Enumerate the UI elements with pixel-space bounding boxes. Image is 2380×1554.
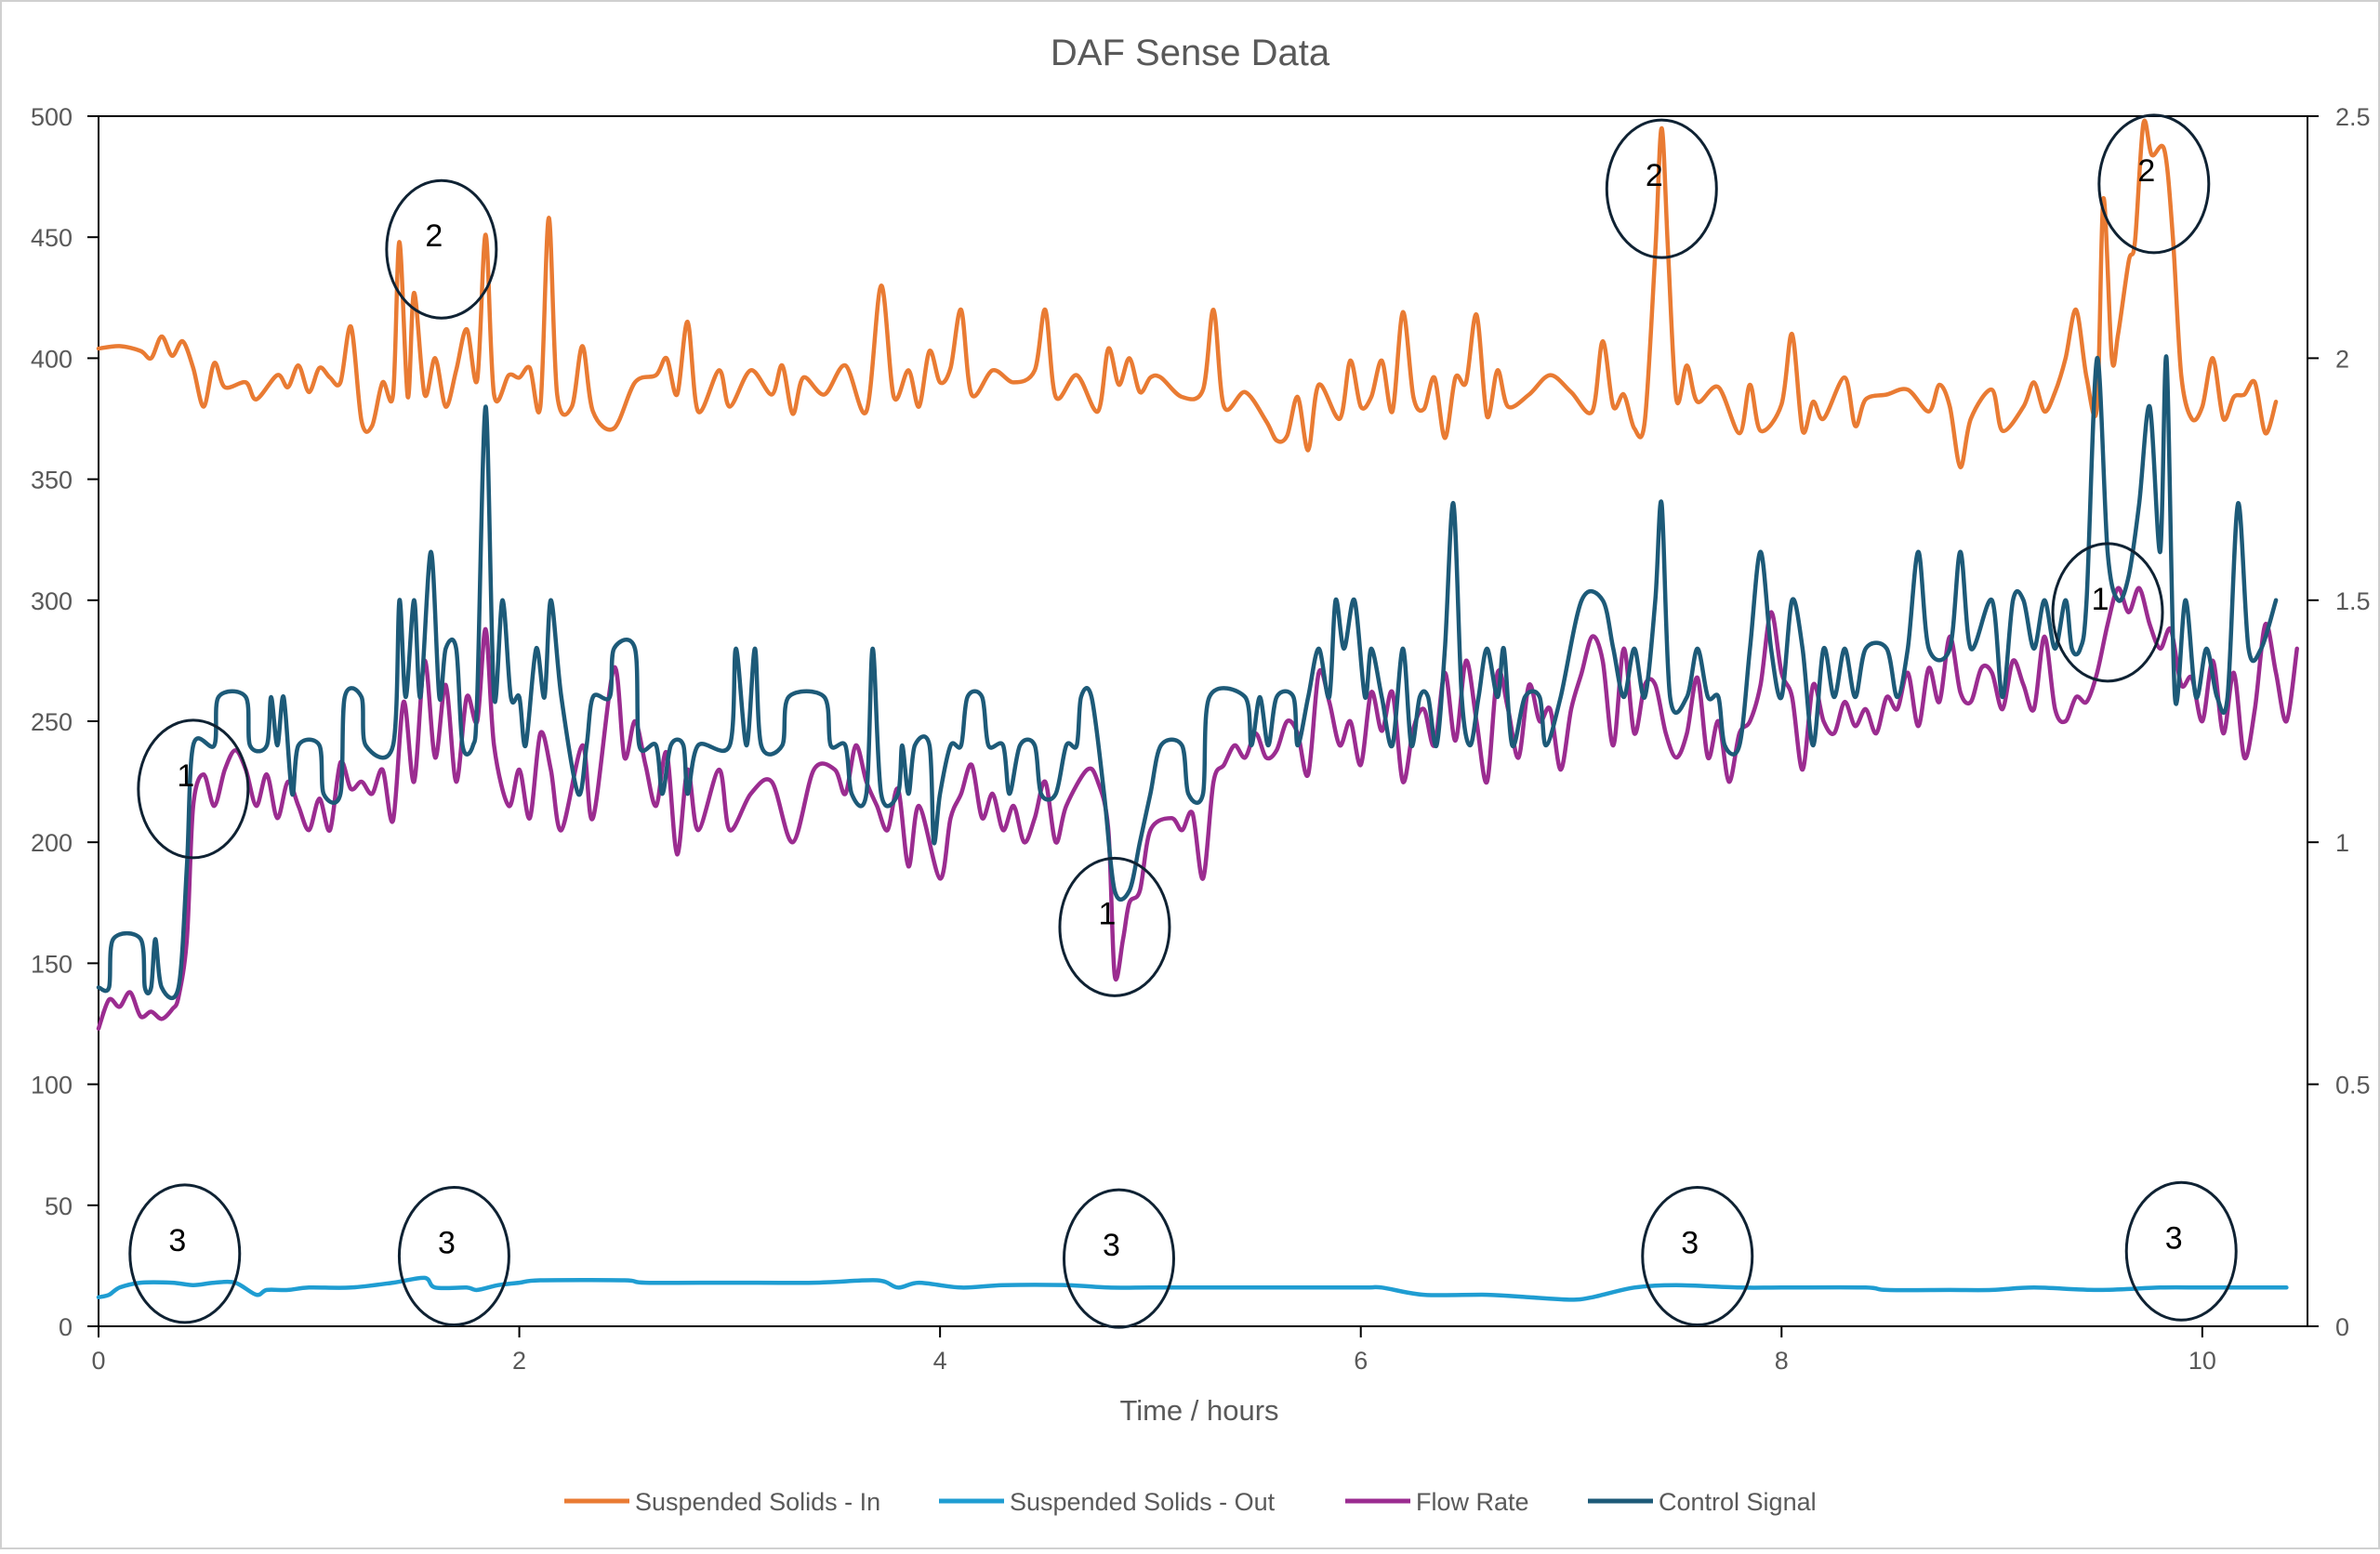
annotation-label: 3 [168,1223,186,1258]
y-tick-label: 450 [31,224,73,252]
annotation-circle [2097,113,2211,255]
x-tick-label: 8 [1775,1347,1789,1375]
y-tick-label: 400 [31,345,73,373]
annotation-label: 1 [177,758,194,794]
x-tick-label: 4 [933,1347,947,1375]
y-tick-label: 250 [31,708,73,736]
series-line-flow-rate [96,586,2299,1031]
annotation-label: 1 [1098,896,1116,931]
annotation-label: 3 [1681,1225,1699,1260]
series-line-control-signal [96,354,2279,1001]
legend-label: Suspended Solids - In [635,1488,880,1516]
y-tick-label: 300 [31,587,73,615]
annotation-circle [2124,1180,2238,1322]
annotation-label: 1 [2092,582,2109,617]
annotation-label: 3 [2165,1220,2183,1256]
annotation-circle [1058,856,1171,997]
legend: Suspended Solids - In Suspended Solids - … [564,1488,1817,1516]
annotation-circle [128,1183,242,1324]
series-layer [96,118,2299,1302]
x-tick-label: 2 [512,1347,526,1375]
annotation-circle [397,1185,510,1326]
y2-tick-label: 2.5 [2335,103,2371,131]
y-tick-label: 50 [45,1192,73,1220]
annotation-circle [1062,1188,1175,1329]
chart-title: DAF Sense Data [1051,33,1330,73]
annotation-label: 3 [438,1225,456,1260]
y2-tick-label: 0.5 [2335,1072,2371,1100]
annotation-circle [1605,118,1718,259]
series-line-suspended-solids-out [96,1275,2289,1302]
y2-tick-label: 1.5 [2335,587,2371,615]
y2-tick-label: 2 [2335,345,2349,373]
annotation-circle [2051,542,2164,683]
x-axis-label: Time / hours [1119,1394,1278,1427]
y2-tick-label: 1 [2335,829,2349,857]
legend-label: Suspended Solids - Out [1010,1488,1276,1516]
series-line-suspended-solids-in [96,118,2279,469]
x-tick-label: 0 [91,1347,105,1375]
y-tick-label: 100 [31,1072,73,1100]
legend-label: Control Signal [1659,1488,1817,1516]
x-tick-label: 6 [1354,1347,1368,1375]
annotation-label: 2 [2137,153,2155,189]
y-tick-label: 500 [31,103,73,131]
annotations-layer: 1 1 1 2 2 2 3 3 3 3 3 [128,113,2238,1329]
annotation-circle [137,718,250,860]
y-tick-label: 350 [31,467,73,494]
y-tick-label: 200 [31,829,73,857]
y2-tick-label: 0 [2335,1313,2349,1341]
y-tick-label: 150 [31,950,73,978]
y-tick-label: 0 [59,1313,73,1341]
annotation-circle [385,178,498,320]
annotation-label: 2 [425,218,443,254]
legend-label: Flow Rate [1416,1488,1529,1516]
annotation-circle [1641,1185,1754,1326]
x-tick-label: 10 [2188,1347,2216,1375]
annotation-label: 3 [1103,1228,1120,1263]
annotation-label: 2 [1646,158,1663,193]
axes-layer: 05010015020025030035040045050000.511.522… [31,103,2371,1375]
